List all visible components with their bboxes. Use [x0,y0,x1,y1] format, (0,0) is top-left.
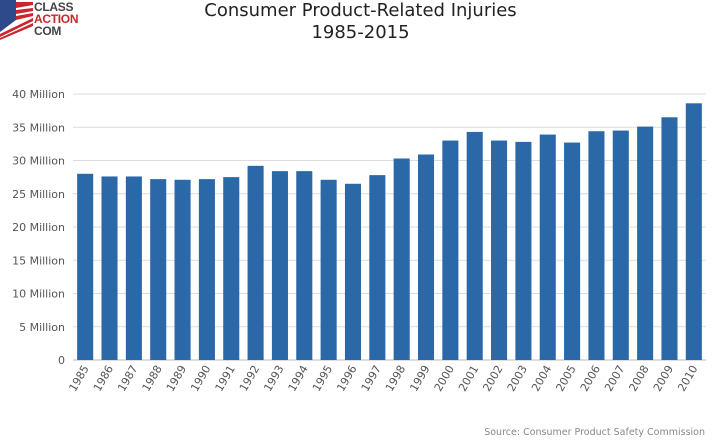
x-tick-label: 1986 [91,363,116,394]
bar [539,134,556,360]
x-tick-label: 2004 [529,363,554,394]
y-tick-label: 40 Million [12,88,65,101]
x-tick-label: 1991 [213,363,238,394]
logo-line-action: ACTION [34,12,79,26]
y-tick-label: 20 Million [12,221,65,234]
y-tick-label: 35 Million [12,121,65,134]
x-tick-label: 2009 [651,363,676,394]
logo-text: CLASS ACTION COM [34,0,79,38]
bar [101,176,118,360]
x-tick-label: 1987 [115,363,140,394]
x-tick-label: 1988 [140,363,165,394]
x-tick-label: 2002 [480,363,505,394]
bar [685,103,702,360]
bar [296,171,313,360]
x-tick-label: 2000 [432,363,457,394]
x-tick-label: 2008 [626,363,651,394]
bar [588,131,605,360]
logo: CLASS ACTION COM [0,0,80,40]
bar [247,165,264,360]
bar [515,141,532,360]
x-tick-label: 2001 [456,363,481,394]
chart-title: Consumer Product-Related Injuries [204,0,517,21]
x-tick-label: 1989 [164,363,189,394]
x-tick-label: 1997 [359,363,384,394]
x-tick-label: 1996 [334,363,359,394]
bar [344,183,362,360]
x-tick-label: 2006 [578,363,603,394]
flag-icon [0,0,33,40]
bar [198,179,215,360]
bar [442,140,459,360]
bar [174,179,191,360]
y-tick-label: 30 Million [12,155,65,168]
x-tick-label: 1985 [67,363,92,394]
bar [661,117,678,361]
bar [393,158,410,360]
bar [271,171,288,360]
bar [491,140,508,360]
bar [612,130,629,360]
y-tick-label: 25 Million [12,188,65,201]
x-tick-label: 2010 [675,363,700,394]
x-tick-label: 2007 [602,363,627,394]
bar [223,177,240,360]
x-tick-label: 1994 [286,363,311,394]
x-tick-label: 1995 [310,363,335,394]
bar [150,179,167,360]
y-tick-label: 15 Million [12,254,65,267]
x-tick-label: 1999 [407,363,432,394]
logo-line-com: COM [34,24,62,38]
x-tick-label: 1992 [237,363,262,394]
source-note: Source: Consumer Product Safety Commissi… [484,427,705,438]
x-tick-label: 2005 [553,363,578,394]
y-tick-label: 10 Million [12,288,65,301]
bar [466,131,483,360]
bar [369,175,386,360]
x-tick-label: 1993 [261,363,286,394]
y-tick-label: 0 [58,354,65,367]
chart-subtitle: 1985-2015 [311,22,410,43]
bar [125,176,142,360]
bar [77,173,94,360]
bar [564,142,581,360]
x-tick-label: 1998 [383,363,408,394]
bar [637,126,654,361]
y-tick-label: 5 Million [19,321,65,334]
bar [417,154,435,360]
bar [320,179,337,360]
logo-line-class: CLASS [34,0,74,14]
x-tick-label: 1990 [188,363,213,394]
x-tick-label: 2003 [505,363,530,394]
